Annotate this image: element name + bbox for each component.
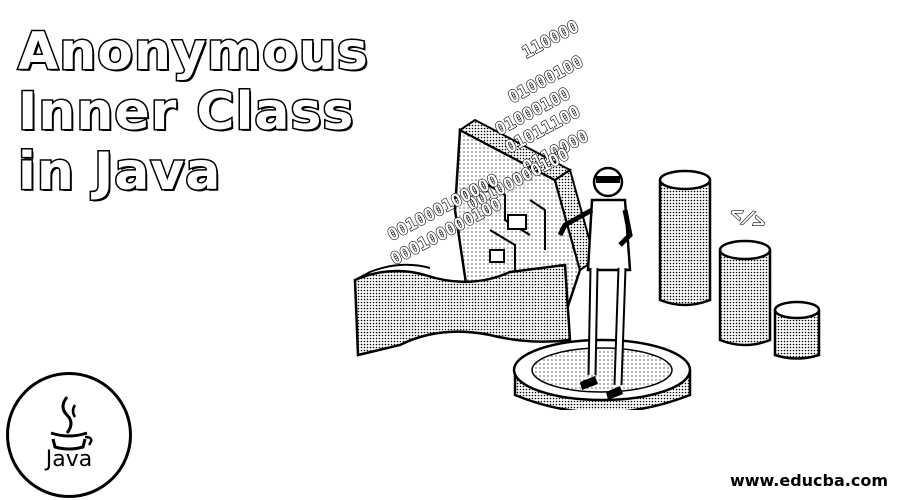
site-url: www.educba.com (729, 471, 888, 490)
title-line-1: Anonymous (17, 21, 370, 84)
title-line-2: Inner Class (17, 81, 355, 144)
round-platform (512, 338, 692, 410)
banner-panel (353, 263, 572, 357)
person-figure (557, 166, 633, 400)
page-title: Anonymous Inner Class in Java (17, 21, 370, 204)
coder-illustration: </> (353, 118, 821, 410)
java-cup-icon (50, 396, 93, 451)
title-line-3: in Java (17, 141, 222, 204)
database-cylinders (658, 169, 821, 360)
code-tag: </> (727, 200, 769, 235)
java-logo: Java (6, 372, 132, 498)
java-logo-label: Java (45, 447, 93, 472)
